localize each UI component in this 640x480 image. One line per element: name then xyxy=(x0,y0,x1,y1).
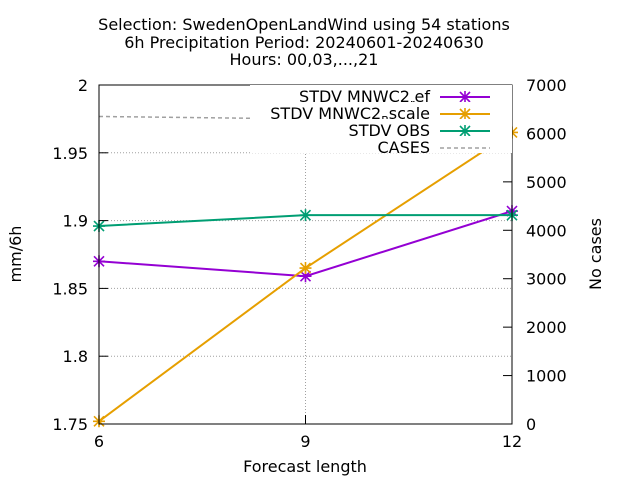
title-line-1: Selection: SwedenOpenLandWind using 54 s… xyxy=(98,15,510,34)
y-tick-label: 1.95 xyxy=(52,144,88,163)
y2-tick-label: 7000 xyxy=(526,76,567,95)
y2-tick-label: 1000 xyxy=(526,367,567,386)
y2-tick-label: 6000 xyxy=(526,124,567,143)
x-tick-label: 12 xyxy=(502,432,522,451)
y-axis-label: mm/6h xyxy=(6,226,25,283)
grid xyxy=(99,85,512,424)
x-tick-label: 9 xyxy=(300,432,310,451)
y2-axis-ticks: 0 1000 2000 3000 4000 5000 6000 7000 xyxy=(503,76,567,434)
legend-marker xyxy=(459,108,471,120)
data-point xyxy=(299,262,312,275)
data-point xyxy=(299,209,312,222)
y2-tick-label: 5000 xyxy=(526,173,567,192)
x-axis-ticks: 6 9 12 xyxy=(94,85,522,451)
y2-tick-label: 3000 xyxy=(526,270,567,289)
legend-label: CASES xyxy=(377,138,430,157)
chart-title: Selection: SwedenOpenLandWind using 54 s… xyxy=(98,15,510,69)
legend-background xyxy=(250,136,512,153)
x-axis-label: Forecast length xyxy=(243,457,367,476)
legend-marker xyxy=(459,125,471,137)
legend-marker xyxy=(459,91,471,103)
y-tick-label: 1.8 xyxy=(63,347,88,366)
y2-axis-label: No cases xyxy=(586,218,605,290)
y-tick-label: 2 xyxy=(78,76,88,95)
legend: STDV MNWC2refSTDV MNWC2BscaleSTDV OBSCAS… xyxy=(250,85,512,157)
legend-label: STDV OBS xyxy=(349,121,430,140)
title-line-2: 6h Precipitation Period: 20240601-202406… xyxy=(124,33,484,52)
y2-tick-label: 2000 xyxy=(526,318,567,337)
y-tick-label: 1.9 xyxy=(63,212,88,231)
y-axis-ticks: 1.75 1.8 1.85 1.9 1.95 2 xyxy=(52,76,108,434)
data-point xyxy=(299,270,312,283)
y-tick-label: 1.75 xyxy=(52,415,88,434)
title-line-3: Hours: 00,03,...,21 xyxy=(230,50,379,69)
y2-tick-label: 0 xyxy=(526,415,536,434)
y-tick-label: 1.85 xyxy=(52,279,88,298)
y2-tick-label: 4000 xyxy=(526,221,567,240)
x-tick-label: 6 xyxy=(94,432,104,451)
